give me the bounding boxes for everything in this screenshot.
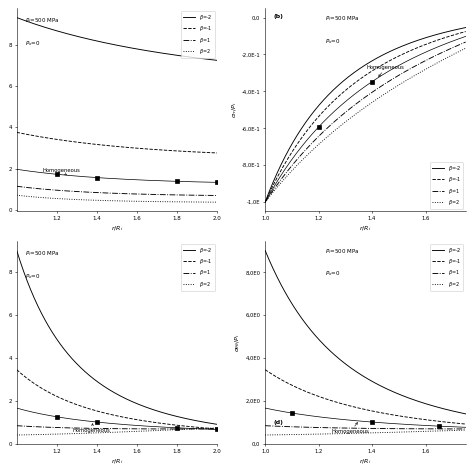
Text: $P_i$=500 MPa: $P_i$=500 MPa [325, 14, 360, 23]
Text: Homogeneous: Homogeneous [73, 424, 111, 433]
X-axis label: $r/R_i$: $r/R_i$ [359, 224, 372, 233]
Text: $P_i$=500 MPa: $P_i$=500 MPa [325, 247, 360, 256]
Text: $P_o$=0: $P_o$=0 [25, 272, 40, 281]
Legend: $\beta$=-2, $\beta$=-1, $\beta$=1, $\beta$=2: $\beta$=-2, $\beta$=-1, $\beta$=1, $\bet… [430, 244, 463, 291]
Text: Homogeneous: Homogeneous [43, 168, 81, 175]
Legend: $\beta$=-2, $\beta$=-1, $\beta$=1, $\beta$=2: $\beta$=-2, $\beta$=-1, $\beta$=1, $\bet… [430, 162, 463, 209]
Text: (d): (d) [273, 420, 283, 425]
Y-axis label: $\sigma_{\theta\theta}/P_i$: $\sigma_{\theta\theta}/P_i$ [234, 333, 243, 352]
Text: $P_i$=500 MPa: $P_i$=500 MPa [25, 249, 59, 258]
Y-axis label: $\sigma_{rr}/P_i$: $\sigma_{rr}/P_i$ [230, 101, 239, 118]
Text: $P_o$=0: $P_o$=0 [325, 270, 341, 279]
Text: $P_i$=500 MPa: $P_i$=500 MPa [25, 17, 59, 25]
Text: (b): (b) [273, 14, 283, 19]
Text: Homogeneous: Homogeneous [367, 65, 405, 76]
X-axis label: $r/R_i$: $r/R_i$ [111, 224, 123, 233]
Text: $P_o$=0: $P_o$=0 [25, 39, 40, 48]
X-axis label: $r/R_i$: $r/R_i$ [359, 457, 372, 465]
Text: $P_o$=0: $P_o$=0 [325, 37, 341, 46]
X-axis label: $r/R_i$: $r/R_i$ [111, 457, 123, 465]
Legend: $\beta$=-2, $\beta$=-1, $\beta$=1, $\beta$=2: $\beta$=-2, $\beta$=-1, $\beta$=1, $\bet… [181, 244, 215, 291]
Text: Homogeneous: Homogeneous [332, 422, 370, 434]
Legend: $\beta$=-2, $\beta$=-1, $\beta$=1, $\beta$=2: $\beta$=-2, $\beta$=-1, $\beta$=1, $\bet… [181, 11, 215, 58]
